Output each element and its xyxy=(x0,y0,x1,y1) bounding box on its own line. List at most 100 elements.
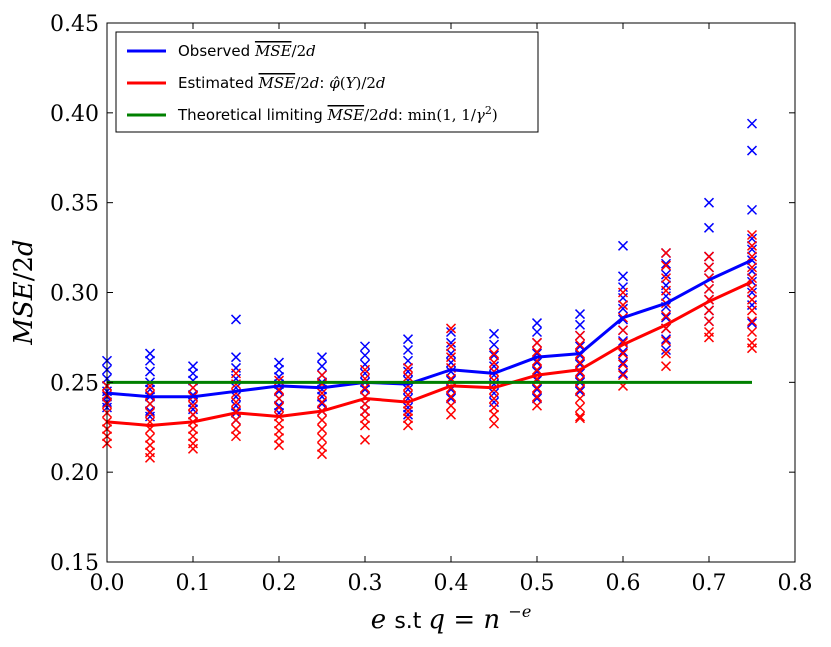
scatter-point-series-0 xyxy=(660,258,672,269)
scatter-point-series-1 xyxy=(703,305,715,316)
scatter-point-series-1 xyxy=(574,411,586,422)
scatter-point-series-1 xyxy=(445,352,457,363)
scatter-point-series-1 xyxy=(359,420,371,431)
scatter-point-series-1 xyxy=(488,357,500,368)
scatter-point-series-1 xyxy=(574,384,586,395)
x-tick-label: 0.0 xyxy=(90,571,125,596)
scatter-point-series-0 xyxy=(660,344,672,356)
x-axis-label: e s.t q = n −e xyxy=(371,602,532,635)
scatter-point-series-1 xyxy=(746,343,758,354)
scatter-point-series-0 xyxy=(531,318,543,329)
scatter-point-series-1 xyxy=(746,305,758,316)
scatter-point-series-0 xyxy=(230,352,242,363)
scatter-point-series-1 xyxy=(574,330,586,341)
scatter-point-series-1 xyxy=(660,348,672,359)
scatter-point-series-1 xyxy=(187,382,199,393)
scatter-point-series-1 xyxy=(660,361,672,372)
y-tick-label: 0.25 xyxy=(50,371,99,396)
scatter-point-series-1 xyxy=(445,409,457,420)
scatter-point-series-1 xyxy=(703,332,715,343)
scatter-point-series-1 xyxy=(316,424,328,435)
scatter-point-series-0 xyxy=(574,386,586,397)
legend-label-estimated: Estimated MSE/2d: φ̂(Y)/2d xyxy=(178,74,386,92)
scatter-point-series-1 xyxy=(574,339,586,350)
scatter-point-series-1 xyxy=(144,407,156,418)
scatter-point-series-0 xyxy=(746,287,758,298)
y-tick-label: 0.20 xyxy=(50,461,99,486)
scatter-point-series-1 xyxy=(660,310,672,321)
scatter-point-series-1 xyxy=(316,449,328,460)
scatter-point-series-0 xyxy=(144,355,156,366)
scatter-point-series-1 xyxy=(402,420,414,431)
scatter-point-series-0 xyxy=(230,314,242,325)
scatter-point-series-0 xyxy=(316,361,328,372)
scatter-point-series-0 xyxy=(273,400,285,411)
legend-entry-theoretical: Theoretical limiting MSE/2dd: min(1, 1/γ… xyxy=(127,104,498,124)
y-tick-label: 0.30 xyxy=(50,282,99,307)
legend-box xyxy=(115,31,539,133)
legend-label-observed: Observed MSE/2d xyxy=(178,42,316,60)
scatter-point-series-1 xyxy=(273,440,285,451)
x-tick-label: 0.7 xyxy=(692,571,727,596)
scatter-point-series-0 xyxy=(746,145,758,156)
scatter-point-series-1 xyxy=(144,398,156,409)
scatter-point-series-1 xyxy=(746,229,758,241)
scatter-point-series-1 xyxy=(574,393,586,404)
x-tick-label: 0.1 xyxy=(176,571,211,596)
scatter-point-series-1 xyxy=(660,273,672,284)
scatter-point-series-0 xyxy=(273,364,285,375)
axis-ticks: 0.0 0.1 0.2 0.3 0.4 0.5 0.6 0.7 0.8 0.15 0.20 0.25 0… xyxy=(50,12,812,596)
scatter-point-series-1 xyxy=(230,397,242,408)
scatter-point-series-0 xyxy=(746,318,758,329)
scatter-point-series-1 xyxy=(230,431,242,442)
scatter-point-series-1 xyxy=(445,391,457,402)
scatter-point-series-1 xyxy=(660,335,672,347)
scatter-point-series-0 xyxy=(746,244,758,255)
y-tick-label: 0.40 xyxy=(50,102,99,127)
y-axis-label: MSE/2d xyxy=(9,239,39,345)
scatter-point-series-0 xyxy=(488,350,500,361)
scatter-point-series-1 xyxy=(660,247,672,259)
scatter-point-series-0 xyxy=(574,319,586,330)
scatter-point-series-0 xyxy=(488,328,500,339)
scatter-point-series-1 xyxy=(316,415,328,426)
scatter-point-series-1 xyxy=(531,400,543,411)
scatter-point-series-1 xyxy=(746,262,758,273)
scatter-point-series-0 xyxy=(402,409,414,420)
scatter-point-series-1 xyxy=(316,370,328,381)
scatter-point-series-1 xyxy=(273,425,285,436)
scatter-point-series-0 xyxy=(488,339,500,350)
scatter-point-series-1 xyxy=(531,364,543,375)
x-tick-label: 0.6 xyxy=(606,571,641,596)
legend-entry-estimated: Estimated MSE/2d: φ̂(Y)/2d xyxy=(127,74,386,92)
scatter-point-series-1 xyxy=(230,424,242,435)
x-tick-label: 0.2 xyxy=(262,571,297,596)
scatter-point-series-1 xyxy=(144,432,156,444)
scatter-point-series-0 xyxy=(746,118,758,129)
scatter-point-series-0 xyxy=(445,326,457,338)
scatter-point-series-0 xyxy=(402,355,414,366)
scatter-point-series-0 xyxy=(617,271,629,282)
scatter-point-series-0 xyxy=(144,366,156,377)
scatter-point-series-1 xyxy=(359,434,371,445)
scatter-point-series-1 xyxy=(617,370,629,381)
y-tick-label: 0.35 xyxy=(50,192,99,217)
scatter-point-series-1 xyxy=(445,323,457,334)
scatter-point-series-1 xyxy=(703,283,715,294)
scatter-point-series-1 xyxy=(617,287,629,298)
scatter-point-series-0 xyxy=(617,240,629,251)
scatter-point-series-1 xyxy=(359,413,371,424)
scatter-point-series-1 xyxy=(402,362,414,373)
plot-marks xyxy=(101,118,758,463)
series-line-0 xyxy=(106,258,753,399)
scatter-point-series-1 xyxy=(359,364,371,375)
scatter-point-series-0 xyxy=(359,384,371,395)
scatter-point-series-1 xyxy=(488,402,500,413)
scatter-point-series-1 xyxy=(316,441,328,453)
scatter-point-series-0 xyxy=(316,398,328,409)
scatter-point-series-1 xyxy=(187,424,199,435)
scatter-point-series-1 xyxy=(531,391,543,402)
scatter-point-series-1 xyxy=(746,240,758,251)
x-tick-label: 0.3 xyxy=(348,571,383,596)
